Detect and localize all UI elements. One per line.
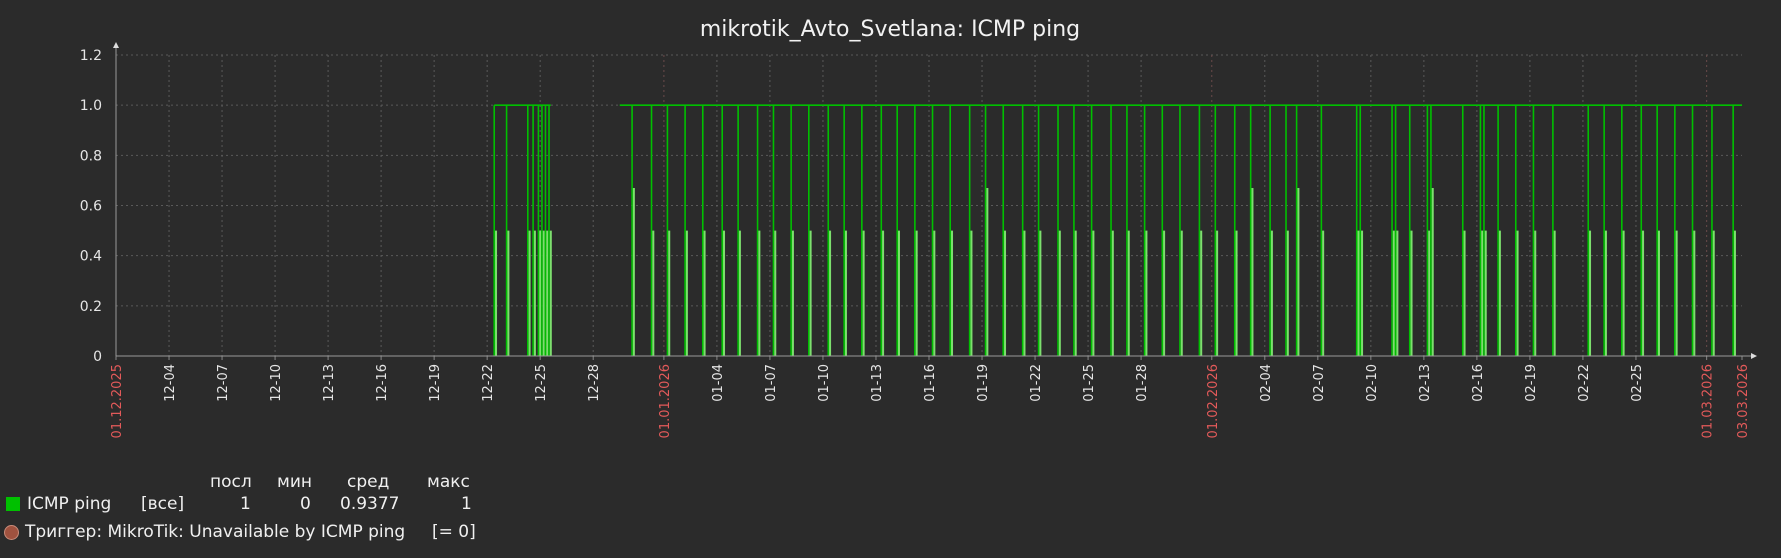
y-axis-arrow-icon <box>113 42 119 48</box>
x-tick-label: 02-16 <box>1471 364 1486 402</box>
x-axis-ticks: 01.12.2025 12-04 12-07 12-10 12-13 12-16 12-19… <box>110 364 1751 438</box>
x-tick-label: 02-07 <box>1312 364 1327 402</box>
legend-last-value: 1 <box>240 494 251 514</box>
x-tick-label: 01-19 <box>976 364 991 402</box>
legend-series-label: ICMP ping <box>27 494 112 514</box>
x-tick-label: 12-10 <box>269 364 284 402</box>
trigger-condition: [= 0] <box>432 522 476 542</box>
x-tick-label: 12-19 <box>428 364 443 402</box>
y-tick-label: 1.2 <box>80 48 102 64</box>
legend-header-min: мин <box>277 472 312 492</box>
x-tick-label: 01.12.2025 <box>110 364 125 438</box>
x-tick-label: 12-25 <box>534 364 549 402</box>
trigger-dot-icon <box>4 525 19 540</box>
y-tick-label: 0 <box>93 349 102 365</box>
x-tick-label: 01-04 <box>711 364 726 402</box>
x-tick-label: 03.03.2026 <box>1736 364 1751 438</box>
x-tick-label: 12-28 <box>587 364 602 402</box>
x-tick-label: 12-07 <box>216 364 231 402</box>
legend-header-avg: сред <box>347 472 390 492</box>
x-tick-label: 02-19 <box>1524 364 1539 402</box>
x-tick-label: 01-07 <box>764 364 779 402</box>
trigger-label: Триггер: MikroTik: Unavailable by ICMP p… <box>25 522 406 542</box>
x-tick-label: 01-16 <box>923 364 938 402</box>
y-axis-ticks: 0 0.2 0.4 0.6 0.8 1.0 1.2 <box>80 48 102 365</box>
x-tick-label: 01.03.2026 <box>1701 364 1716 438</box>
legend-series-func: [все] <box>141 494 185 514</box>
x-tick-label: 12-13 <box>322 364 337 402</box>
x-tick-label: 01-22 <box>1029 364 1044 402</box>
series-icmp-ping <box>493 104 1742 356</box>
y-tick-label: 1.0 <box>80 98 102 114</box>
x-tick-label: 02-10 <box>1365 364 1380 402</box>
chart-title: mikrotik_Avto_Svetlana: ICMP ping <box>700 17 1080 42</box>
axes <box>113 42 1757 360</box>
x-tick-label: 01-10 <box>817 364 832 402</box>
x-tick-label: 02-04 <box>1259 364 1274 402</box>
legend-header-last: посл <box>210 472 252 492</box>
x-tick-label: 02-13 <box>1418 364 1433 402</box>
x-tick-label: 02-25 <box>1630 364 1645 402</box>
legend-avg-value: 0.9377 <box>340 494 400 514</box>
x-tick-label: 02-22 <box>1577 364 1592 402</box>
x-tick-label: 01.02.2026 <box>1206 364 1221 438</box>
y-tick-label: 0.8 <box>80 148 102 164</box>
x-tick-label: 12-16 <box>375 364 390 402</box>
legend-max-value: 1 <box>461 494 472 514</box>
x-tick-label: 01-28 <box>1135 364 1150 402</box>
y-tick-label: 0.4 <box>80 249 102 265</box>
x-tick-label: 01.01.2026 <box>658 364 673 438</box>
legend-header-max: макс <box>427 472 470 492</box>
y-tick-label: 0.2 <box>80 299 102 315</box>
legend-min-value: 0 <box>300 494 311 514</box>
x-tick-label: 01-25 <box>1082 364 1097 402</box>
legend-series-swatch <box>6 497 20 511</box>
y-tick-label: 0.6 <box>80 199 102 215</box>
x-axis-arrow-icon <box>1751 353 1757 359</box>
x-tick-label: 12-22 <box>481 364 496 402</box>
x-tick-label: 01-13 <box>870 364 885 402</box>
x-tick-label: 12-04 <box>163 364 178 402</box>
